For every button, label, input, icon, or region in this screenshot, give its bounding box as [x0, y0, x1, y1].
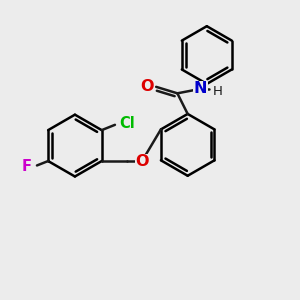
- Text: F: F: [22, 159, 32, 174]
- Text: N: N: [194, 81, 207, 96]
- Text: H: H: [213, 85, 223, 98]
- Text: O: O: [135, 154, 149, 169]
- Text: Cl: Cl: [119, 116, 135, 131]
- Text: O: O: [140, 79, 154, 94]
